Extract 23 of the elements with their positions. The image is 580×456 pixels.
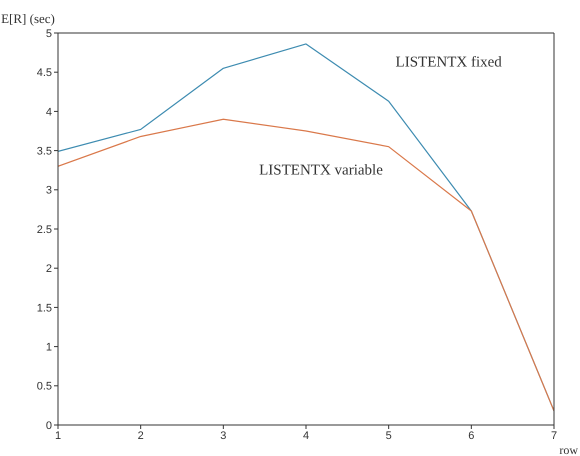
series-label: LISTENTX fixed <box>396 54 502 71</box>
x-tick-label: 3 <box>220 430 226 442</box>
y-tick-label: 1 <box>46 342 52 354</box>
y-tick-label: 4.5 <box>36 67 52 80</box>
x-tick-label: 4 <box>302 430 310 442</box>
y-tick-label: 2 <box>46 263 52 276</box>
x-tick-label: 2 <box>138 430 144 442</box>
series-label: LISTENTX variable <box>259 162 384 178</box>
y-axis-title: E[R] (sec) <box>1 11 55 26</box>
y-tick-label: 0 <box>46 420 52 432</box>
y-tick-label: 4 <box>46 106 52 118</box>
x-tick-label: 5 <box>386 430 392 442</box>
x-axis-title: row <box>559 443 578 456</box>
y-tick-label: 5 <box>46 28 52 40</box>
y-tick-label: 2.5 <box>36 224 52 236</box>
x-tick-label: 1 <box>54 430 62 442</box>
y-tick-label: 3.5 <box>36 146 52 158</box>
y-tick-label: 3 <box>46 184 52 197</box>
y-tick-label: 0.5 <box>36 380 52 393</box>
x-tick-label: 7 <box>550 430 558 442</box>
line-series <box>58 118 554 412</box>
y-tick-label: 1.5 <box>36 302 52 314</box>
x-tick-label: 6 <box>468 430 474 442</box>
